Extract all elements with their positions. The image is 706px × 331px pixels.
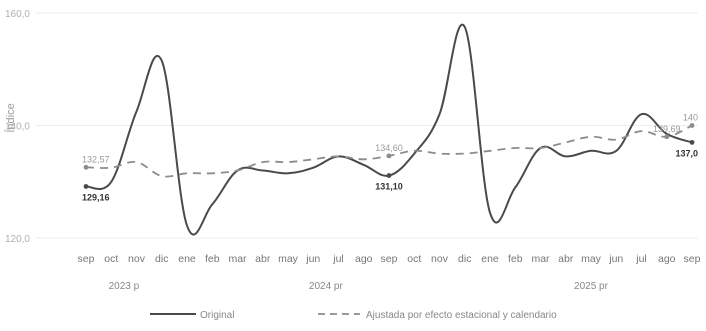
x-tick-label-17: feb (508, 253, 523, 265)
x-tick-label-2: nov (128, 253, 146, 265)
legend-item-adjusted: Ajustada por efecto estacional y calenda… (318, 310, 557, 321)
legend-label-original: Original (200, 310, 234, 321)
y-tick-label-120: 120,0 (5, 234, 30, 245)
x-tick-label-22: jul (635, 253, 647, 265)
data-label-5: 139,69 (653, 124, 681, 134)
y-tick-label-160: 160,0 (5, 9, 30, 20)
legend-item-original: Original (150, 310, 234, 321)
x-tick-label-14: nov (431, 253, 449, 265)
data-point-3 (387, 153, 392, 158)
x-tick-label-8: may (278, 253, 299, 265)
x-tick-label-3: dic (155, 253, 168, 265)
year-label-0: 2023 p (109, 281, 140, 292)
data-label-3: 134,60 (375, 143, 403, 153)
x-tick-label-4: ene (178, 253, 196, 265)
data-label-4: 137,0 (675, 148, 698, 158)
x-tick-label-16: ene (481, 253, 499, 265)
gridlines (36, 13, 698, 238)
x-tick-label-1: oct (104, 253, 118, 265)
x-tick-label-19: abr (558, 253, 574, 265)
x-tick-label-21: jun (608, 253, 623, 265)
x-tick-label-0: sep (78, 253, 95, 265)
data-label-0: 129,16 (82, 192, 110, 202)
series-line-original (86, 25, 692, 235)
x-tick-label-10: jul (332, 253, 344, 265)
year-labels: 2023 p 2024 pr 2025 pr (109, 281, 609, 292)
data-label-1: 132,57 (82, 154, 110, 164)
x-tick-label-20: may (581, 253, 602, 265)
year-label-1: 2024 pr (309, 281, 344, 292)
data-point-5 (664, 134, 669, 139)
x-tick-label-12: sep (381, 253, 398, 265)
data-point-0 (84, 184, 89, 189)
x-tick-label-7: abr (255, 253, 271, 265)
y-axis-label: Índice (4, 103, 17, 132)
x-tick-label-6: mar (228, 253, 247, 265)
x-axis: sep oct nov dic ene feb mar abr may jun jul ago sep o… (78, 253, 701, 265)
legend-label-adjusted: Ajustada por efecto estacional y calenda… (366, 310, 557, 321)
data-point-4 (690, 140, 695, 145)
x-tick-label-23: ago (658, 253, 676, 265)
x-tick-label-11: ago (355, 253, 373, 265)
data-point-6 (690, 123, 695, 128)
year-label-2: 2025 pr (574, 281, 609, 292)
legend: Original Ajustada por efecto estacional … (150, 310, 557, 321)
x-tick-label-15: dic (458, 253, 471, 265)
x-tick-label-9: jun (305, 253, 320, 265)
x-tick-label-5: feb (205, 253, 220, 265)
data-point-1 (84, 165, 89, 170)
data-label-6: 140 (683, 113, 698, 123)
x-tick-label-13: oct (407, 253, 421, 265)
x-tick-label-18: mar (531, 253, 550, 265)
data-label-2: 131,10 (375, 182, 403, 192)
data-point-2 (387, 173, 392, 178)
series-lines (86, 25, 692, 235)
x-tick-label-24: sep (684, 253, 701, 265)
